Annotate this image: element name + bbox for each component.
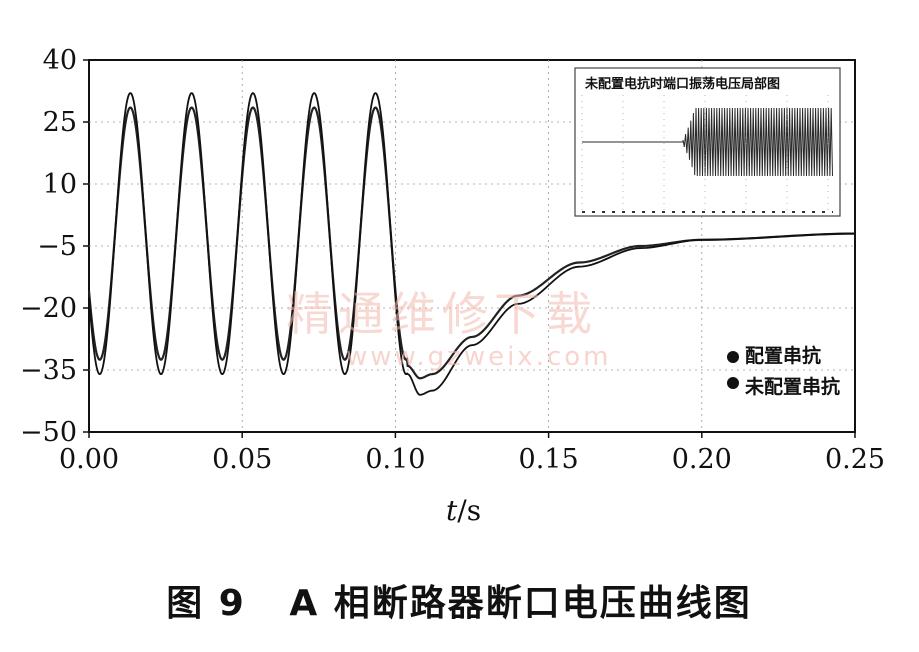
grid-layer: [83, 59, 856, 438]
x-tick-label: 0.15: [519, 444, 579, 475]
legend-label-1: 配置串抗: [745, 344, 821, 367]
y-tick-label: −20: [20, 293, 77, 324]
watermark-url: www.gzweix.com: [346, 342, 612, 372]
y-tick-label: 40: [43, 45, 77, 76]
x-tick-labels: 0.00 0.05 0.10 0.15 0.20 0.25: [59, 444, 885, 475]
y-tick-label: −50: [20, 417, 77, 448]
y-tick-label: 25: [43, 107, 77, 138]
y-tick-label: 10: [43, 169, 77, 200]
inset-title: 未配置电抗时端口振荡电压局部图: [584, 76, 780, 92]
series-line-2: [88, 92, 856, 396]
legend-marker-2: [727, 377, 739, 389]
inset-oscillation: [581, 95, 833, 213]
legend-label-2: 未配置串抗: [744, 375, 840, 398]
y-tick-label: −5: [37, 231, 77, 262]
y-tick-label: −35: [20, 355, 77, 386]
x-tick-label: 0.10: [365, 444, 425, 475]
legend-marker-1: [727, 351, 739, 363]
inset-panel: 未配置电抗时端口振荡电压局部图: [574, 67, 841, 217]
x-tick-label: 0.25: [825, 444, 885, 475]
watermark-text: 精通维修下载: [286, 287, 598, 341]
x-tick-label: 0.05: [212, 444, 272, 475]
series-layer: [87, 92, 856, 396]
legend: 配置串抗 未配置串抗: [727, 344, 840, 398]
x-axis-label: t/s: [446, 494, 481, 527]
y-tick-labels: 40 25 10 −5 −20 −35 −50: [20, 45, 77, 448]
x-tick-label: 0.20: [672, 444, 732, 475]
x-axis-label-var: t: [446, 494, 458, 527]
x-axis-label-unit: /s: [457, 494, 481, 527]
figure-caption: 图 9 A 相断路器断口电压曲线图: [166, 583, 752, 624]
x-tick-label: 0.00: [59, 444, 119, 475]
inset-signal: [582, 107, 833, 177]
